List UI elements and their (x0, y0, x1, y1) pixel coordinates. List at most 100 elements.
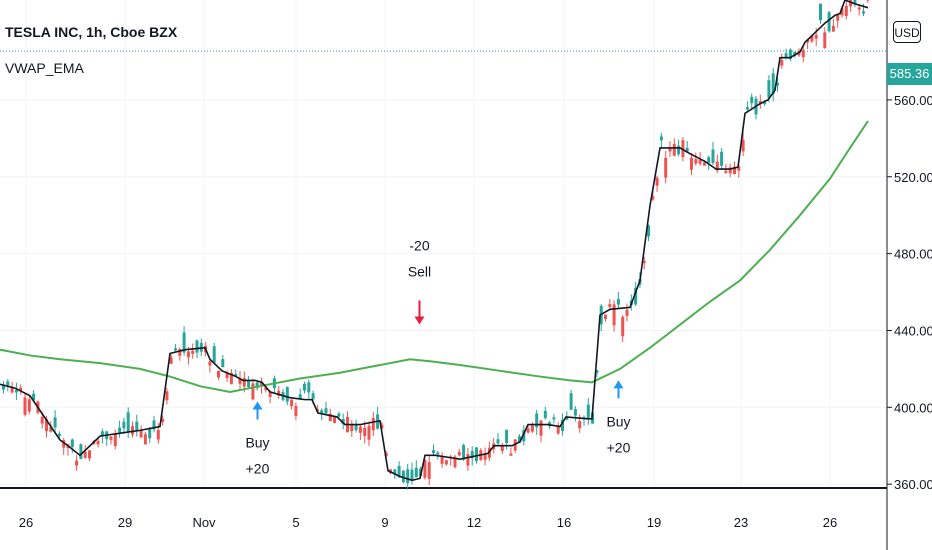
candle (143, 434, 147, 445)
candle (496, 439, 500, 444)
candle (96, 440, 100, 445)
candle (62, 440, 66, 448)
candle (462, 445, 466, 460)
candle (780, 60, 784, 66)
candle (290, 399, 294, 407)
candle (427, 462, 431, 479)
y-tick-label: 360.00 (894, 477, 932, 492)
candle (191, 350, 195, 354)
candle (466, 454, 470, 466)
candle (642, 261, 646, 264)
candle (32, 393, 36, 401)
y-tick-label: 560.00 (894, 93, 932, 108)
candle (702, 162, 706, 166)
candle (367, 425, 371, 440)
candle (763, 101, 767, 104)
candle (49, 426, 53, 432)
candle (229, 372, 233, 384)
candle (161, 418, 165, 422)
candle (341, 419, 345, 424)
candle (139, 430, 143, 438)
candle (436, 452, 440, 455)
candle (831, 25, 835, 32)
buy-value: +20 (246, 460, 270, 476)
candle (363, 427, 367, 437)
candle (720, 151, 724, 166)
candle (221, 359, 225, 368)
candle (612, 304, 616, 326)
currency-button[interactable]: USD (893, 21, 921, 43)
candle (238, 378, 242, 384)
candle (126, 412, 130, 432)
y-tick-label: 520.00 (894, 170, 932, 185)
candle (354, 424, 358, 431)
candle (152, 420, 156, 430)
candle (122, 421, 126, 429)
indicator-label[interactable]: VWAP_EMA (5, 60, 84, 76)
candle (530, 425, 534, 432)
x-tick-label: 26 (19, 515, 33, 530)
candle (625, 309, 629, 316)
candle (109, 436, 113, 440)
candle (393, 469, 397, 475)
candle (767, 80, 771, 98)
candle (853, 0, 857, 5)
buy-value: +20 (607, 439, 631, 455)
candle (40, 416, 44, 424)
buy-label: Buy (606, 413, 630, 429)
candle (573, 408, 577, 416)
candle (264, 387, 268, 391)
candle (453, 456, 457, 468)
x-tick-label: 26 (823, 515, 837, 530)
candle (866, 0, 870, 1)
candle (539, 420, 543, 436)
candle (651, 196, 655, 200)
candle (298, 394, 302, 400)
candle (303, 383, 306, 391)
x-tick-label: 16 (557, 515, 571, 530)
candle (788, 49, 792, 60)
candle (380, 424, 384, 429)
candle (371, 418, 375, 431)
buy-marker-arrow-head (252, 401, 263, 410)
candle (75, 460, 79, 466)
candle (823, 32, 827, 49)
x-tick-label: 9 (381, 515, 388, 530)
candle (543, 410, 547, 419)
candle (182, 332, 186, 353)
candle (681, 140, 685, 158)
candle (801, 50, 805, 58)
candle (135, 421, 139, 432)
candle (836, 14, 840, 21)
candle (733, 166, 736, 175)
candle (724, 170, 728, 173)
candle (311, 393, 315, 400)
candle (737, 166, 741, 171)
candle (771, 73, 775, 94)
candle (849, 0, 853, 7)
x-tick-label: 12 (467, 515, 481, 530)
x-tick-label: 23 (734, 515, 748, 530)
candle (268, 392, 272, 397)
candle (685, 147, 689, 152)
candle (616, 299, 620, 305)
candle (410, 469, 414, 480)
candle (225, 372, 229, 379)
candle (522, 430, 526, 442)
candle (186, 351, 190, 358)
candle (53, 417, 57, 428)
candle (483, 453, 487, 460)
buy-marker-arrow-head (613, 380, 624, 389)
candle (595, 370, 599, 373)
sell-value: -20 (409, 237, 429, 253)
candle (621, 316, 625, 337)
candle (457, 452, 461, 456)
candle (414, 467, 418, 478)
candle (711, 149, 715, 164)
candle (690, 157, 693, 170)
chart-title: TESLA INC, 1h, Cboe BZX (5, 24, 178, 40)
candle (113, 433, 117, 446)
candle (806, 39, 810, 43)
candle (470, 451, 474, 459)
